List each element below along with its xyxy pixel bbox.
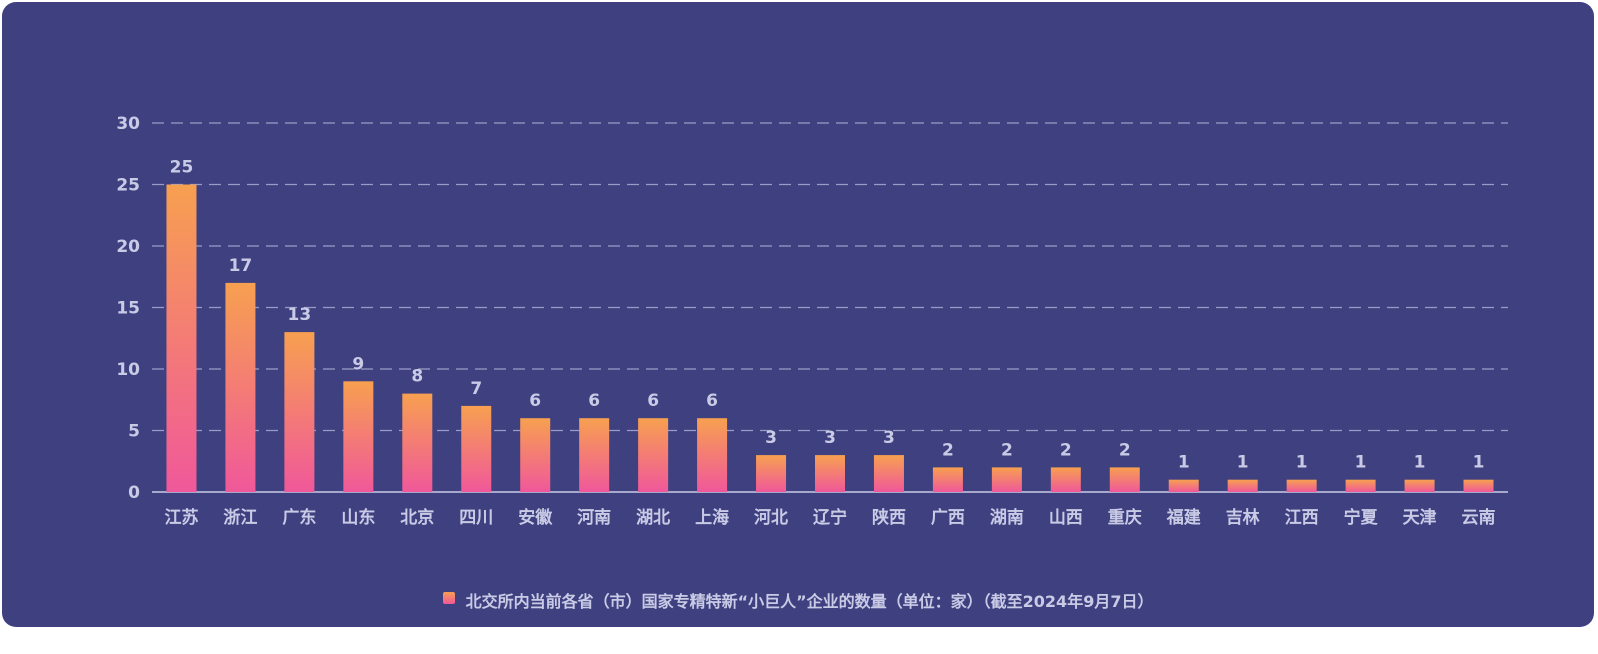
bar-四川[interactable] bbox=[461, 405, 492, 492]
data-label: 6 bbox=[706, 391, 718, 411]
bar-宁夏[interactable] bbox=[1345, 479, 1376, 492]
bar-湖北[interactable] bbox=[638, 418, 669, 492]
bar-河南[interactable] bbox=[579, 418, 610, 492]
x-category-label: 宁夏 bbox=[1344, 507, 1379, 528]
bar-天津[interactable] bbox=[1404, 479, 1435, 492]
y-tick-label: 15 bbox=[116, 299, 140, 319]
x-category-label: 云南 bbox=[1462, 507, 1496, 528]
x-category-label: 湖南 bbox=[990, 507, 1024, 528]
x-category-label: 吉林 bbox=[1226, 507, 1260, 528]
data-label: 6 bbox=[647, 391, 659, 411]
bar-上海[interactable] bbox=[697, 418, 728, 492]
y-tick-label: 0 bbox=[128, 483, 140, 503]
x-category-label: 北京 bbox=[400, 507, 434, 528]
data-label: 7 bbox=[470, 379, 482, 399]
bar-重庆[interactable] bbox=[1109, 467, 1140, 492]
x-category-label: 浙江 bbox=[223, 507, 257, 528]
bar-广西[interactable] bbox=[932, 467, 963, 492]
chart-card: 0 5 10 15 20 25 30 25 17 13 9 8 7 6 6 6 6 3 3 3 2 2 2 2 1 1 1 1 1 1 … bbox=[2, 2, 1594, 627]
y-tick-label: 20 bbox=[116, 237, 140, 257]
x-category-label: 上海 bbox=[695, 507, 729, 528]
x-axis-categories: 江苏 浙江 广东 山东 北京 四川 安徽 河南 湖北 上海 河北 辽宁 陕西 广西 湖南 山西 重庆 福建 吉林 江西… bbox=[164, 507, 1495, 528]
data-label: 2 bbox=[1001, 440, 1013, 460]
bar-陕西[interactable] bbox=[873, 455, 904, 492]
y-axis-ticks: 0 5 10 15 20 25 30 bbox=[116, 114, 140, 503]
data-label: 3 bbox=[765, 428, 777, 448]
data-label: 1 bbox=[1414, 453, 1426, 473]
x-category-label: 陕西 bbox=[872, 507, 906, 528]
data-label: 17 bbox=[229, 256, 253, 276]
legend-swatch bbox=[442, 592, 455, 604]
data-label: 1 bbox=[1178, 453, 1190, 473]
data-label: 9 bbox=[352, 354, 364, 374]
data-label: 1 bbox=[1296, 453, 1308, 473]
y-tick-label: 10 bbox=[116, 360, 140, 380]
bar-安徽[interactable] bbox=[520, 418, 551, 492]
x-category-label: 山东 bbox=[341, 507, 375, 528]
x-category-label: 湖北 bbox=[636, 508, 670, 528]
data-label: 1 bbox=[1473, 453, 1485, 473]
data-label: 25 bbox=[170, 158, 194, 178]
data-label: 8 bbox=[411, 367, 423, 387]
x-category-label: 安徽 bbox=[518, 507, 553, 528]
bar-浙江[interactable] bbox=[225, 282, 256, 492]
x-category-label: 山西 bbox=[1049, 508, 1083, 528]
data-labels: 25 17 13 9 8 7 6 6 6 6 3 3 3 2 2 2 2 1 1 1 1 1 1 bbox=[170, 158, 1485, 473]
x-category-label: 江西 bbox=[1285, 508, 1319, 528]
bar-山东[interactable] bbox=[343, 381, 374, 492]
legend-label: 北交所内当前各省（市）国家专精特新“小巨人”企业的数量（单位：家）（截至2024… bbox=[465, 592, 1154, 611]
data-label: 2 bbox=[942, 440, 954, 460]
x-category-label: 重庆 bbox=[1108, 507, 1142, 528]
data-label: 2 bbox=[1060, 440, 1072, 460]
bar-湖南[interactable] bbox=[991, 467, 1022, 492]
bar-云南[interactable] bbox=[1463, 479, 1494, 492]
bar-江西[interactable] bbox=[1286, 479, 1317, 492]
y-tick-label: 30 bbox=[116, 114, 140, 134]
bar-辽宁[interactable] bbox=[815, 455, 845, 492]
data-label: 2 bbox=[1119, 440, 1131, 460]
x-category-label: 河北 bbox=[754, 508, 788, 528]
data-label: 3 bbox=[883, 428, 895, 448]
bar-北京[interactable] bbox=[402, 393, 433, 492]
x-category-label: 河南 bbox=[577, 507, 611, 528]
data-label: 6 bbox=[529, 391, 541, 411]
bars bbox=[166, 184, 1494, 493]
bar-福建[interactable] bbox=[1168, 479, 1199, 492]
data-label: 6 bbox=[588, 391, 600, 411]
data-label: 1 bbox=[1355, 453, 1367, 473]
bar-广东[interactable] bbox=[284, 332, 315, 492]
bar-山西[interactable] bbox=[1050, 467, 1081, 492]
legend[interactable]: 北交所内当前各省（市）国家专精特新“小巨人”企业的数量（单位：家）（截至2024… bbox=[2, 588, 1594, 612]
y-tick-label: 25 bbox=[116, 176, 140, 196]
data-label: 13 bbox=[288, 305, 312, 325]
bar-江苏[interactable] bbox=[166, 184, 197, 493]
x-category-label: 四川 bbox=[459, 508, 493, 528]
data-label: 1 bbox=[1237, 453, 1249, 473]
bar-吉林[interactable] bbox=[1227, 479, 1258, 492]
x-category-label: 天津 bbox=[1403, 507, 1437, 528]
x-category-label: 福建 bbox=[1166, 507, 1201, 528]
x-category-label: 广西 bbox=[931, 507, 965, 528]
x-category-label: 江苏 bbox=[164, 507, 198, 528]
data-label: 3 bbox=[824, 428, 836, 448]
x-category-label: 广东 bbox=[282, 507, 316, 528]
y-tick-label: 5 bbox=[128, 422, 140, 442]
x-category-label: 辽宁 bbox=[813, 507, 847, 528]
bar-河北[interactable] bbox=[756, 455, 787, 492]
